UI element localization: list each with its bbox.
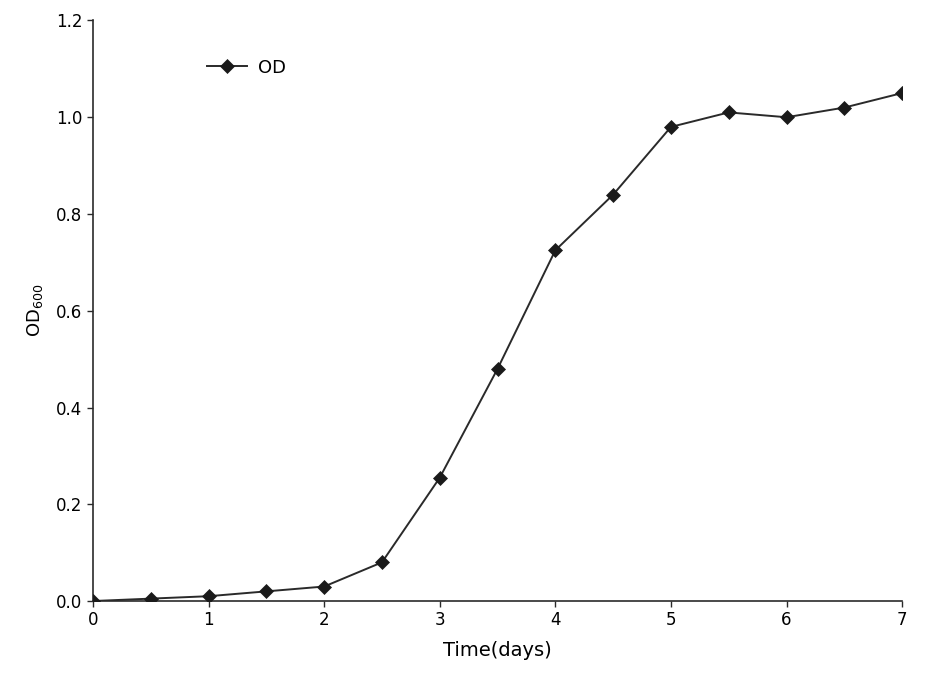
OD <box>434 473 445 482</box>
OD <box>897 89 908 97</box>
OD <box>492 365 503 373</box>
X-axis label: Time(days): Time(days) <box>444 641 551 660</box>
OD <box>145 594 156 602</box>
Y-axis label: $\mathregular{OD_{600}}$: $\mathregular{OD_{600}}$ <box>25 284 45 337</box>
Legend: OD: OD <box>207 59 286 76</box>
OD <box>87 597 99 605</box>
OD <box>781 113 792 122</box>
OD <box>203 592 214 600</box>
OD <box>377 558 388 566</box>
OD <box>724 109 735 117</box>
OD <box>550 246 561 254</box>
Line: OD: OD <box>88 88 907 606</box>
OD <box>607 191 618 199</box>
OD <box>319 583 330 591</box>
OD <box>839 103 850 111</box>
OD <box>665 123 676 131</box>
OD <box>260 587 272 596</box>
